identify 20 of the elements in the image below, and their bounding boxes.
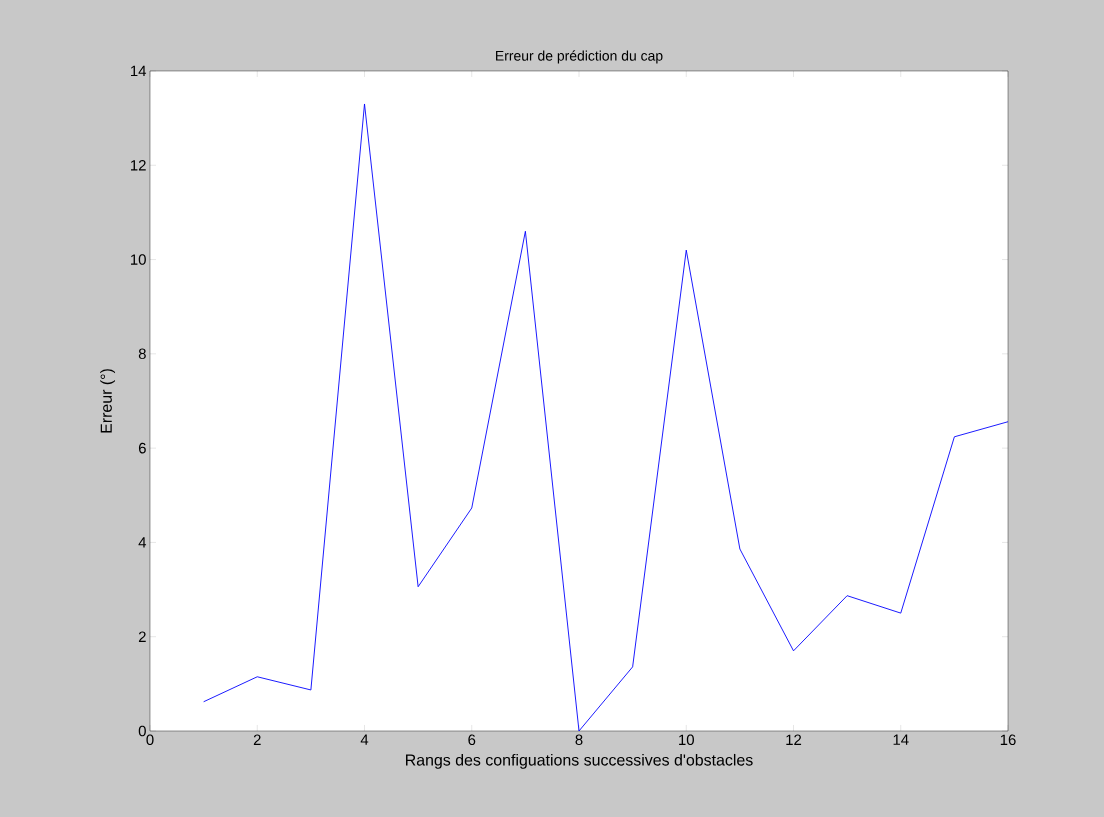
x-axis-title: Rangs des configuations successives d'obstacles	[406, 753, 753, 769]
y-tick-label: 6	[138, 442, 146, 454]
x-tick-label: 10	[679, 734, 694, 746]
x-tick-label: 12	[786, 734, 802, 745]
x-tick-label: 6	[468, 734, 476, 746]
y-tick-label: 8	[138, 348, 146, 360]
y-tick-label: 4	[138, 537, 147, 548]
chart-title: Erreur de prédiction du cap	[496, 50, 663, 64]
x-tick-label: 8	[575, 734, 583, 746]
y-tick-label: 0	[138, 725, 146, 737]
x-tick-label: 16	[1000, 734, 1016, 746]
y-tick-label: 14	[131, 65, 147, 77]
x-tick-label: 4	[360, 734, 369, 745]
y-tick-label: 2	[138, 631, 146, 642]
y-tick-label: 10	[131, 254, 146, 265]
x-tick-label: 14	[893, 734, 909, 745]
y-tick-label: 12	[131, 160, 146, 171]
x-tick-label: 2	[253, 734, 261, 745]
line-series	[203, 103, 1009, 731]
y-axis-title: Erreur (°)	[100, 369, 116, 433]
